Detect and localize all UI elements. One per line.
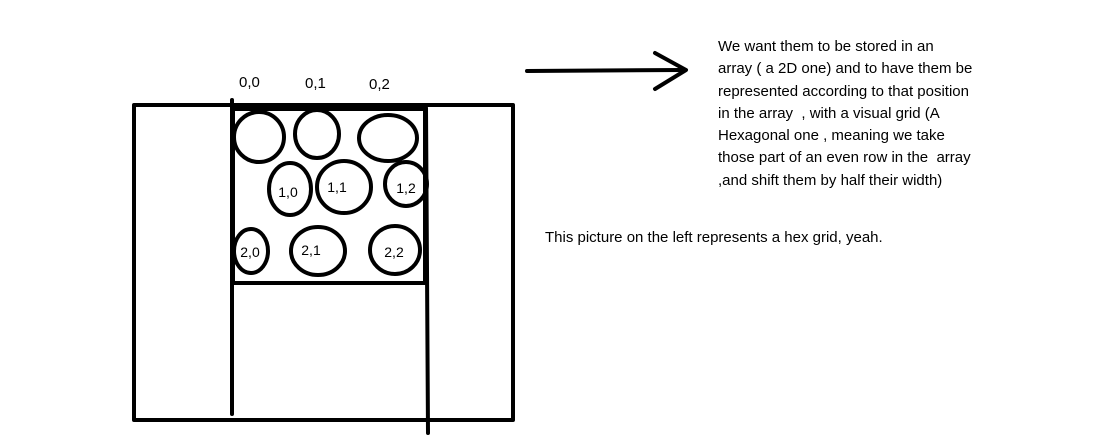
column-label: 0,2 bbox=[369, 76, 390, 93]
column-label: 0,1 bbox=[305, 75, 326, 92]
note-line: ,and shift them by half their width) bbox=[718, 171, 943, 189]
cell-label: 1,2 bbox=[396, 180, 416, 196]
cell-0-2-circle bbox=[357, 113, 419, 163]
arrow-head bbox=[653, 51, 688, 91]
arrow-shaft bbox=[525, 68, 685, 73]
cell-label: 1,1 bbox=[327, 179, 347, 195]
cell-2-0-circle bbox=[232, 227, 270, 275]
cell-1-0-circle bbox=[267, 161, 313, 217]
outer-frame bbox=[132, 103, 515, 422]
cell-0-1-circle bbox=[293, 108, 341, 160]
note-line: those part of an even row in the array bbox=[718, 149, 971, 167]
cell-label: 2,0 bbox=[240, 244, 260, 260]
hex-grid-note: This picture on the left represents a he… bbox=[545, 229, 883, 246]
cell-label: 2,1 bbox=[301, 242, 321, 258]
note-line: represented according to that position bbox=[718, 82, 969, 100]
cell-label: 2,2 bbox=[384, 244, 404, 260]
cell-0-0-circle bbox=[232, 110, 286, 164]
note-line: We want them to be stored in an bbox=[718, 38, 934, 55]
cell-2-1-circle bbox=[289, 225, 347, 277]
note-line: Hexagonal one , meaning we take bbox=[718, 127, 945, 145]
column-label: 0,0 bbox=[239, 74, 260, 91]
cell-1-2-circle bbox=[383, 160, 429, 208]
note-line: array ( a 2D one) and to have them be bbox=[718, 60, 973, 78]
explanation-note: We want them to be stored in an array ( … bbox=[718, 36, 1018, 192]
cell-2-2-circle bbox=[368, 224, 422, 276]
note-line: in the array , with a visual grid (A bbox=[718, 104, 940, 122]
cell-1-1-circle bbox=[315, 159, 373, 215]
cell-label: 1,0 bbox=[278, 184, 298, 200]
